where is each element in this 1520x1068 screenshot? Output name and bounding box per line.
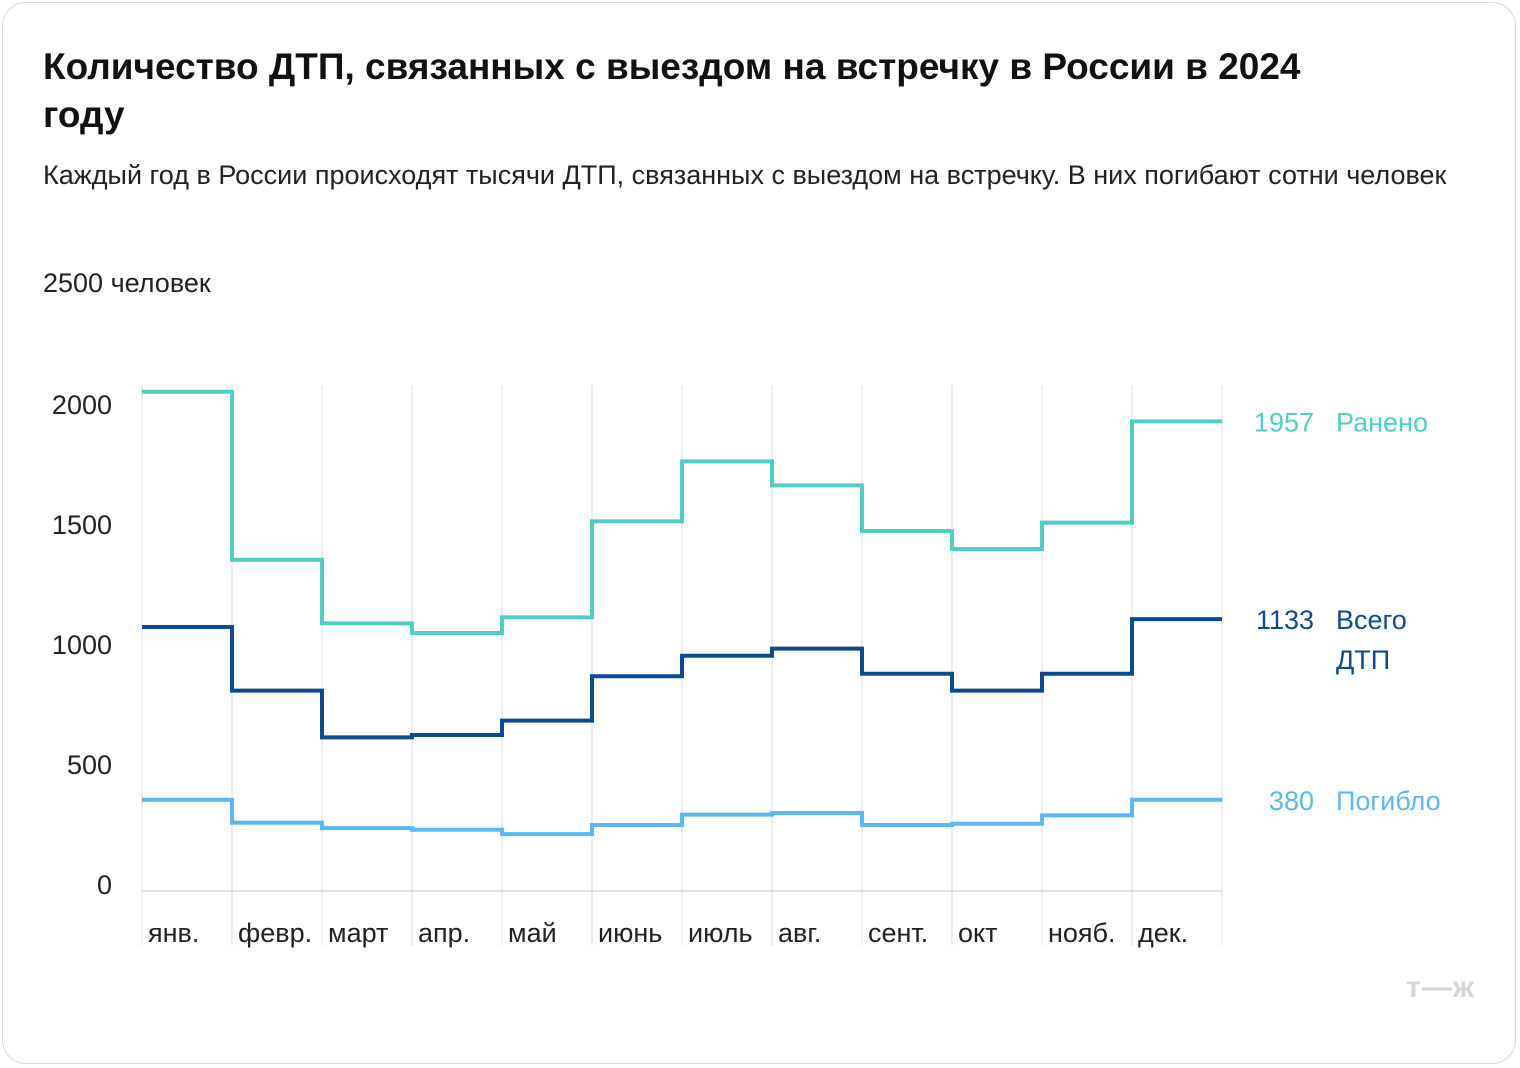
series-name-killed: Погибло xyxy=(1336,786,1441,816)
x-tick-label: май xyxy=(508,918,557,948)
chart-title: Количество ДТП, связанных с выездом на в… xyxy=(43,46,1301,135)
series-lines xyxy=(142,389,1222,837)
x-tick-label: дек. xyxy=(1138,918,1188,948)
series-line-total xyxy=(142,617,1222,740)
y-tick-label: 1500 xyxy=(52,510,112,540)
x-tick-label: сент. xyxy=(868,918,928,948)
series-name-injured: Ранено xyxy=(1336,407,1428,437)
x-tick-label: июнь xyxy=(598,918,662,948)
chart-subtitle: Каждый год в России происходят тысячи ДТ… xyxy=(43,160,1447,190)
x-tick-label: нояб. xyxy=(1048,918,1116,948)
series-line-killed xyxy=(142,797,1222,837)
brand-logo: т—ж xyxy=(1406,971,1475,1004)
y-tick-label: 0 xyxy=(97,870,112,900)
x-tick-label: авг. xyxy=(778,918,821,948)
x-tick-label: апр. xyxy=(418,918,470,948)
series-line-injured xyxy=(142,389,1222,635)
series-end-value-killed: 380 xyxy=(1269,786,1314,816)
x-axis-ticks: янв. февр. март апр. май июнь июль авг. сент. окт… xyxy=(148,918,1188,948)
series-name-total: Всего xyxy=(1336,605,1407,635)
y-tick-label: 2000 xyxy=(52,390,112,420)
x-tick-label: июль xyxy=(688,918,753,948)
y-tick-label: 500 xyxy=(67,750,112,780)
y-axis-unit-label: 2500 человек xyxy=(43,268,211,298)
y-tick-label: 1000 xyxy=(52,630,112,660)
x-tick-label: март xyxy=(328,918,388,948)
series-end-labels: 1957 Ранено 1133 Всего ДТП 380 Погибло xyxy=(1254,407,1441,815)
x-tick-label: окт xyxy=(958,918,998,948)
series-name-total: ДТП xyxy=(1336,645,1390,675)
series-end-value-injured: 1957 xyxy=(1254,407,1314,437)
y-axis-ticks: 0 500 1000 1500 2000 xyxy=(52,390,112,900)
series-end-value-total: 1133 xyxy=(1256,605,1314,635)
x-tick-label: февр. xyxy=(238,918,312,948)
x-tick-label: янв. xyxy=(148,918,199,948)
